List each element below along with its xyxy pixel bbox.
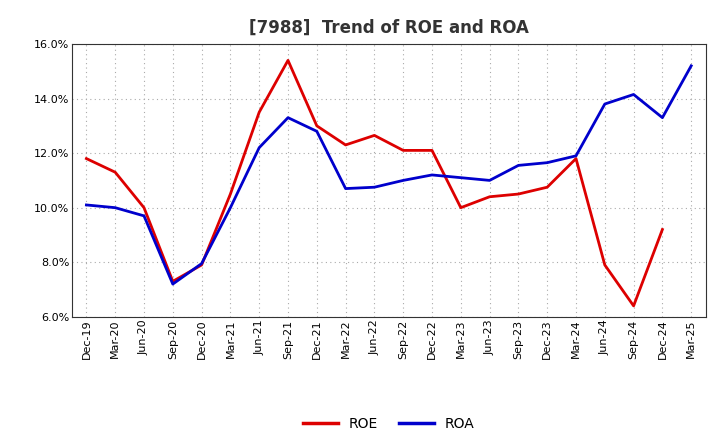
Legend: ROE, ROA: ROE, ROA xyxy=(297,411,480,436)
Title: [7988]  Trend of ROE and ROA: [7988] Trend of ROE and ROA xyxy=(249,19,528,37)
